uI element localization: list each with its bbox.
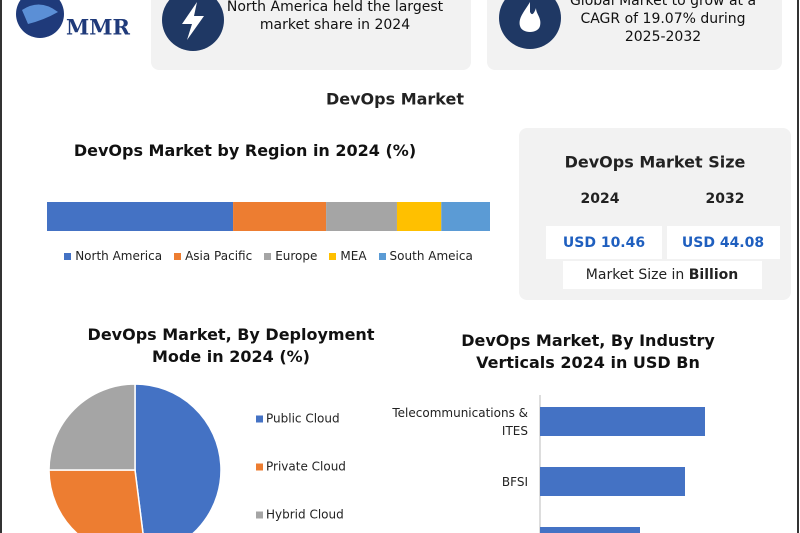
legend-swatch (256, 511, 263, 519)
market-value: USD 10.46 (563, 235, 645, 251)
bar-segment (233, 202, 327, 231)
legend-item: Asia Pacific (174, 249, 252, 263)
note-cell (563, 261, 762, 289)
chart-title: DevOps Market, By Deployment Mode in 202… (87, 325, 375, 366)
year: 2032 (706, 191, 745, 207)
category-label: BFSI (501, 474, 528, 489)
legend-swatch (256, 415, 263, 423)
legend-label: Public Cloud (266, 412, 340, 426)
legend-item: MEA (329, 249, 367, 263)
chart-title: DevOps Market, By Industry Verticals 202… (461, 331, 715, 372)
bar-segment (441, 202, 490, 231)
legend-label: South Ameica (389, 249, 473, 263)
bar-segment (396, 202, 442, 231)
note-text: Market Size in (586, 267, 685, 283)
legend-item: North America (64, 249, 162, 263)
icon-bolt (182, 2, 204, 40)
market-size-title: DevOps Market Size (565, 153, 746, 172)
chart-title: DevOps Market by Region in 2024 (%) (73, 141, 417, 160)
bar-segment (326, 202, 397, 231)
legend-label: MEA (340, 249, 367, 263)
legend-label: North America (75, 249, 163, 263)
bar (540, 467, 685, 496)
logo-land (22, 4, 58, 24)
highlight-text: North America held the largest market sh… (226, 0, 444, 33)
category-label: Telecommunications & ITES (392, 405, 528, 438)
highlight-text: Global Market to grow at a CAGR of 19.07… (569, 0, 757, 45)
legend-swatch (329, 253, 337, 260)
bar (540, 527, 640, 533)
value-cell (546, 226, 662, 259)
market-value: USD 44.08 (682, 235, 764, 251)
legend-label: Private Cloud (266, 460, 346, 474)
legend-swatch (174, 253, 182, 260)
legend-swatch (64, 253, 72, 260)
note-bold: Billion (689, 267, 738, 283)
pie-slice (48, 469, 144, 533)
icon-flame (519, 2, 541, 32)
pie-slice (134, 383, 222, 533)
legend-label: Europe (275, 249, 318, 263)
logo-text: MMR (66, 15, 130, 40)
legend-label: Asia Pacific (185, 249, 253, 263)
legend-swatch (264, 253, 272, 260)
legend-swatch (378, 253, 386, 260)
year: 2024 (581, 191, 620, 207)
legend-item: South Ameica (378, 249, 473, 263)
value-cell (667, 226, 780, 259)
legend: North America Asia Pacific Europe MEA South … (47, 249, 490, 263)
page-title: DevOps Market (326, 90, 464, 109)
legend-item: Europe (264, 249, 317, 263)
legend-label: Hybrid Cloud (266, 508, 344, 522)
pie-slice (48, 383, 136, 471)
bar-segment (47, 202, 234, 231)
highlight-box (151, 0, 471, 70)
bar (540, 407, 705, 436)
market-note: Market Size in Billion (586, 267, 738, 283)
legend-swatch (256, 463, 263, 471)
